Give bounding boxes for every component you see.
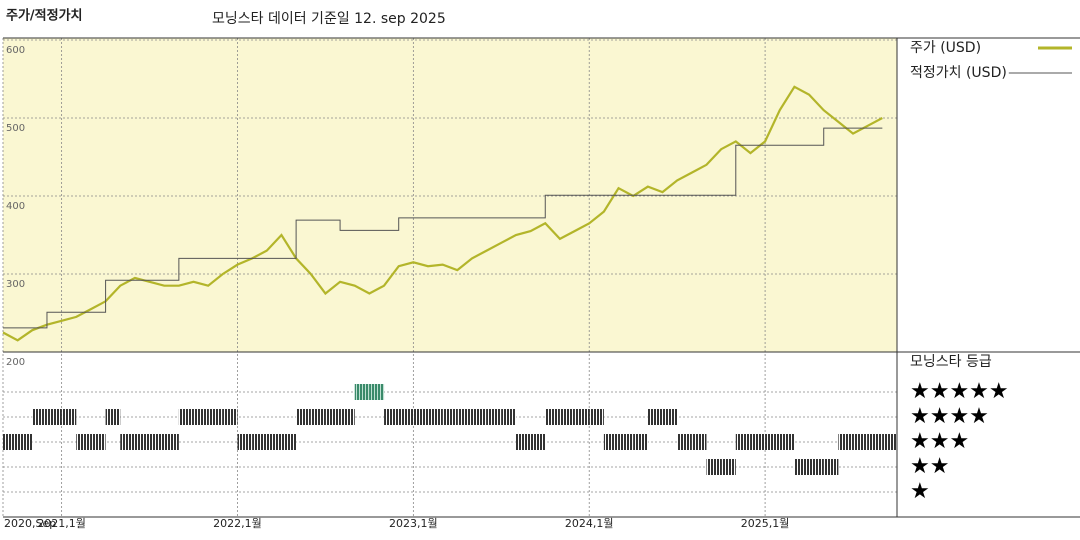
- rating-bar: [120, 434, 135, 450]
- rating-bar: [266, 434, 282, 450]
- rating-bar: [677, 434, 692, 450]
- rating-bar: [501, 409, 516, 425]
- rating-bar: [105, 409, 121, 425]
- rating-bar: [633, 434, 648, 450]
- rating-bar: [442, 409, 458, 425]
- rating-bar: [164, 434, 179, 450]
- rating-bar: [515, 434, 531, 450]
- rating-bar: [823, 459, 839, 475]
- rating-bar: [545, 409, 560, 425]
- price-panel: [3, 38, 897, 352]
- x-tick-label: 2023,1월: [389, 517, 438, 530]
- x-tick-label: 2020,Sep: [4, 517, 56, 530]
- rating-bar: [237, 434, 253, 450]
- x-tick-label: 2024,1월: [565, 517, 614, 530]
- rating-bar: [721, 459, 736, 475]
- rating-bar: [61, 409, 77, 425]
- legend-stars: ★★★★★: [910, 379, 1009, 404]
- rating-bar: [706, 459, 722, 475]
- rating-bar: [838, 434, 854, 450]
- rating-bar: [428, 409, 443, 425]
- rating-bar: [178, 409, 194, 425]
- rating-bar: [134, 434, 150, 450]
- rating-bar: [853, 434, 868, 450]
- rating-bar: [296, 409, 311, 425]
- rating-bar: [809, 459, 824, 475]
- rating-bar: [867, 434, 883, 450]
- rating-bar: [3, 434, 18, 450]
- y-tick-label: 300: [6, 279, 25, 290]
- rating-bar: [779, 434, 795, 450]
- rating-bar: [252, 434, 267, 450]
- y-tick-label: 500: [6, 123, 25, 134]
- rating-bar: [354, 384, 370, 400]
- rating-title: 모닝스타 등급: [910, 354, 992, 370]
- legend-label: 주가 (USD): [910, 40, 981, 56]
- legend-label: 적정가치 (USD): [910, 65, 1007, 81]
- rating-bar: [765, 434, 780, 450]
- rating-bar: [457, 409, 472, 425]
- legend-stars: ★★★★: [910, 404, 989, 429]
- rating-bar: [281, 434, 297, 450]
- rating-bar: [46, 409, 62, 425]
- y-tick-label: 600: [6, 45, 25, 56]
- rating-bar: [90, 434, 106, 450]
- chart-subtitle: 모닝스타 데이터 기준일 12. sep 2025: [212, 11, 446, 27]
- rating-bar: [486, 409, 502, 425]
- rating-bar: [603, 434, 619, 450]
- rating-bar: [222, 409, 238, 425]
- rating-bar: [647, 409, 663, 425]
- rating-bar: [471, 409, 487, 425]
- rating-bar: [208, 409, 223, 425]
- rating-bar: [750, 434, 766, 450]
- y-tick-label: 400: [6, 201, 25, 212]
- rating-bar: [310, 409, 326, 425]
- rating-bar: [574, 409, 590, 425]
- rating-bar: [530, 434, 546, 450]
- y-tick-label: 200: [6, 357, 25, 368]
- rating-bar: [794, 459, 810, 475]
- rating-bar: [325, 409, 341, 425]
- rating-bar: [882, 434, 897, 450]
- rating-bar: [149, 434, 165, 450]
- legend-stars: ★★: [910, 454, 949, 479]
- rating-bar: [589, 409, 604, 425]
- rating-bar: [340, 409, 355, 425]
- rating-bar: [662, 409, 678, 425]
- x-tick-label: 2022,1월: [213, 517, 262, 530]
- rating-bar: [618, 434, 634, 450]
- x-tick-label: 2021,1월: [37, 517, 86, 530]
- rating-bar: [413, 409, 429, 425]
- rating-bar: [76, 434, 91, 450]
- rating-bar: [398, 409, 414, 425]
- series-line: [3, 127, 883, 329]
- x-tick-label: 2025,1월: [741, 517, 790, 530]
- legend-stars: ★★★: [910, 429, 969, 454]
- rating-bar: [384, 409, 399, 425]
- legend-stars: ★: [910, 479, 930, 504]
- rating-bar: [32, 409, 47, 425]
- chart-title: 주가/적정가치: [6, 8, 83, 24]
- rating-bar: [735, 434, 751, 450]
- series-line: [2, 85, 883, 342]
- rating-bar: [559, 409, 575, 425]
- rating-bar: [17, 434, 33, 450]
- rating-bar: [369, 384, 385, 400]
- rating-bar: [691, 434, 707, 450]
- rating-bar: [193, 409, 209, 425]
